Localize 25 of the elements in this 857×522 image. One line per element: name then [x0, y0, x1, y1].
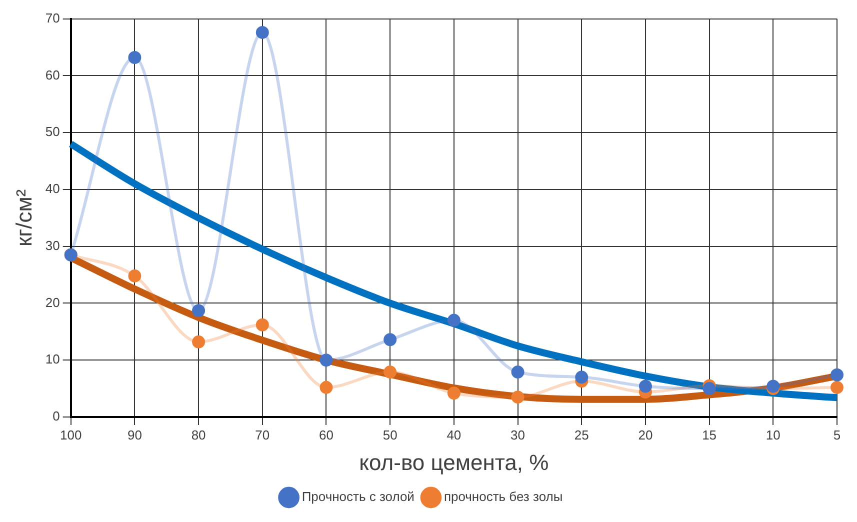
x-tick-label: 90: [127, 427, 142, 442]
x-tick-label: 30: [510, 427, 526, 442]
y-tick-label: 70: [45, 10, 60, 26]
x-tick-label: 60: [319, 427, 334, 442]
legend-label: Прочность с золой: [302, 489, 414, 504]
y-tick-label: 50: [45, 124, 60, 140]
x-tick-label: 100: [60, 427, 82, 442]
x-tick-label: 25: [574, 427, 589, 442]
x-tick-label: 40: [446, 427, 462, 442]
y-tick-label: 30: [45, 238, 60, 253]
y-tick-label: 60: [45, 67, 60, 82]
x-tick-label: 15: [702, 427, 717, 442]
legend-label: прочность без золы: [444, 489, 563, 504]
y-tick-label: 10: [45, 352, 60, 367]
y-tick-label: 0: [52, 408, 60, 424]
x-tick-label: 70: [255, 427, 270, 442]
x-tick-label: 80: [191, 427, 206, 442]
x-tick-label: 5: [833, 427, 841, 442]
y-tick-label: 40: [45, 181, 60, 196]
x-tick-label: 20: [638, 427, 653, 442]
y-tick-label: 20: [45, 294, 60, 310]
x-tick-label: 50: [382, 427, 398, 442]
y-axis-title: кг/см²: [11, 189, 36, 247]
x-axis-title: кол-во цемента, %: [359, 450, 549, 475]
x-tick-label: 10: [766, 427, 780, 442]
